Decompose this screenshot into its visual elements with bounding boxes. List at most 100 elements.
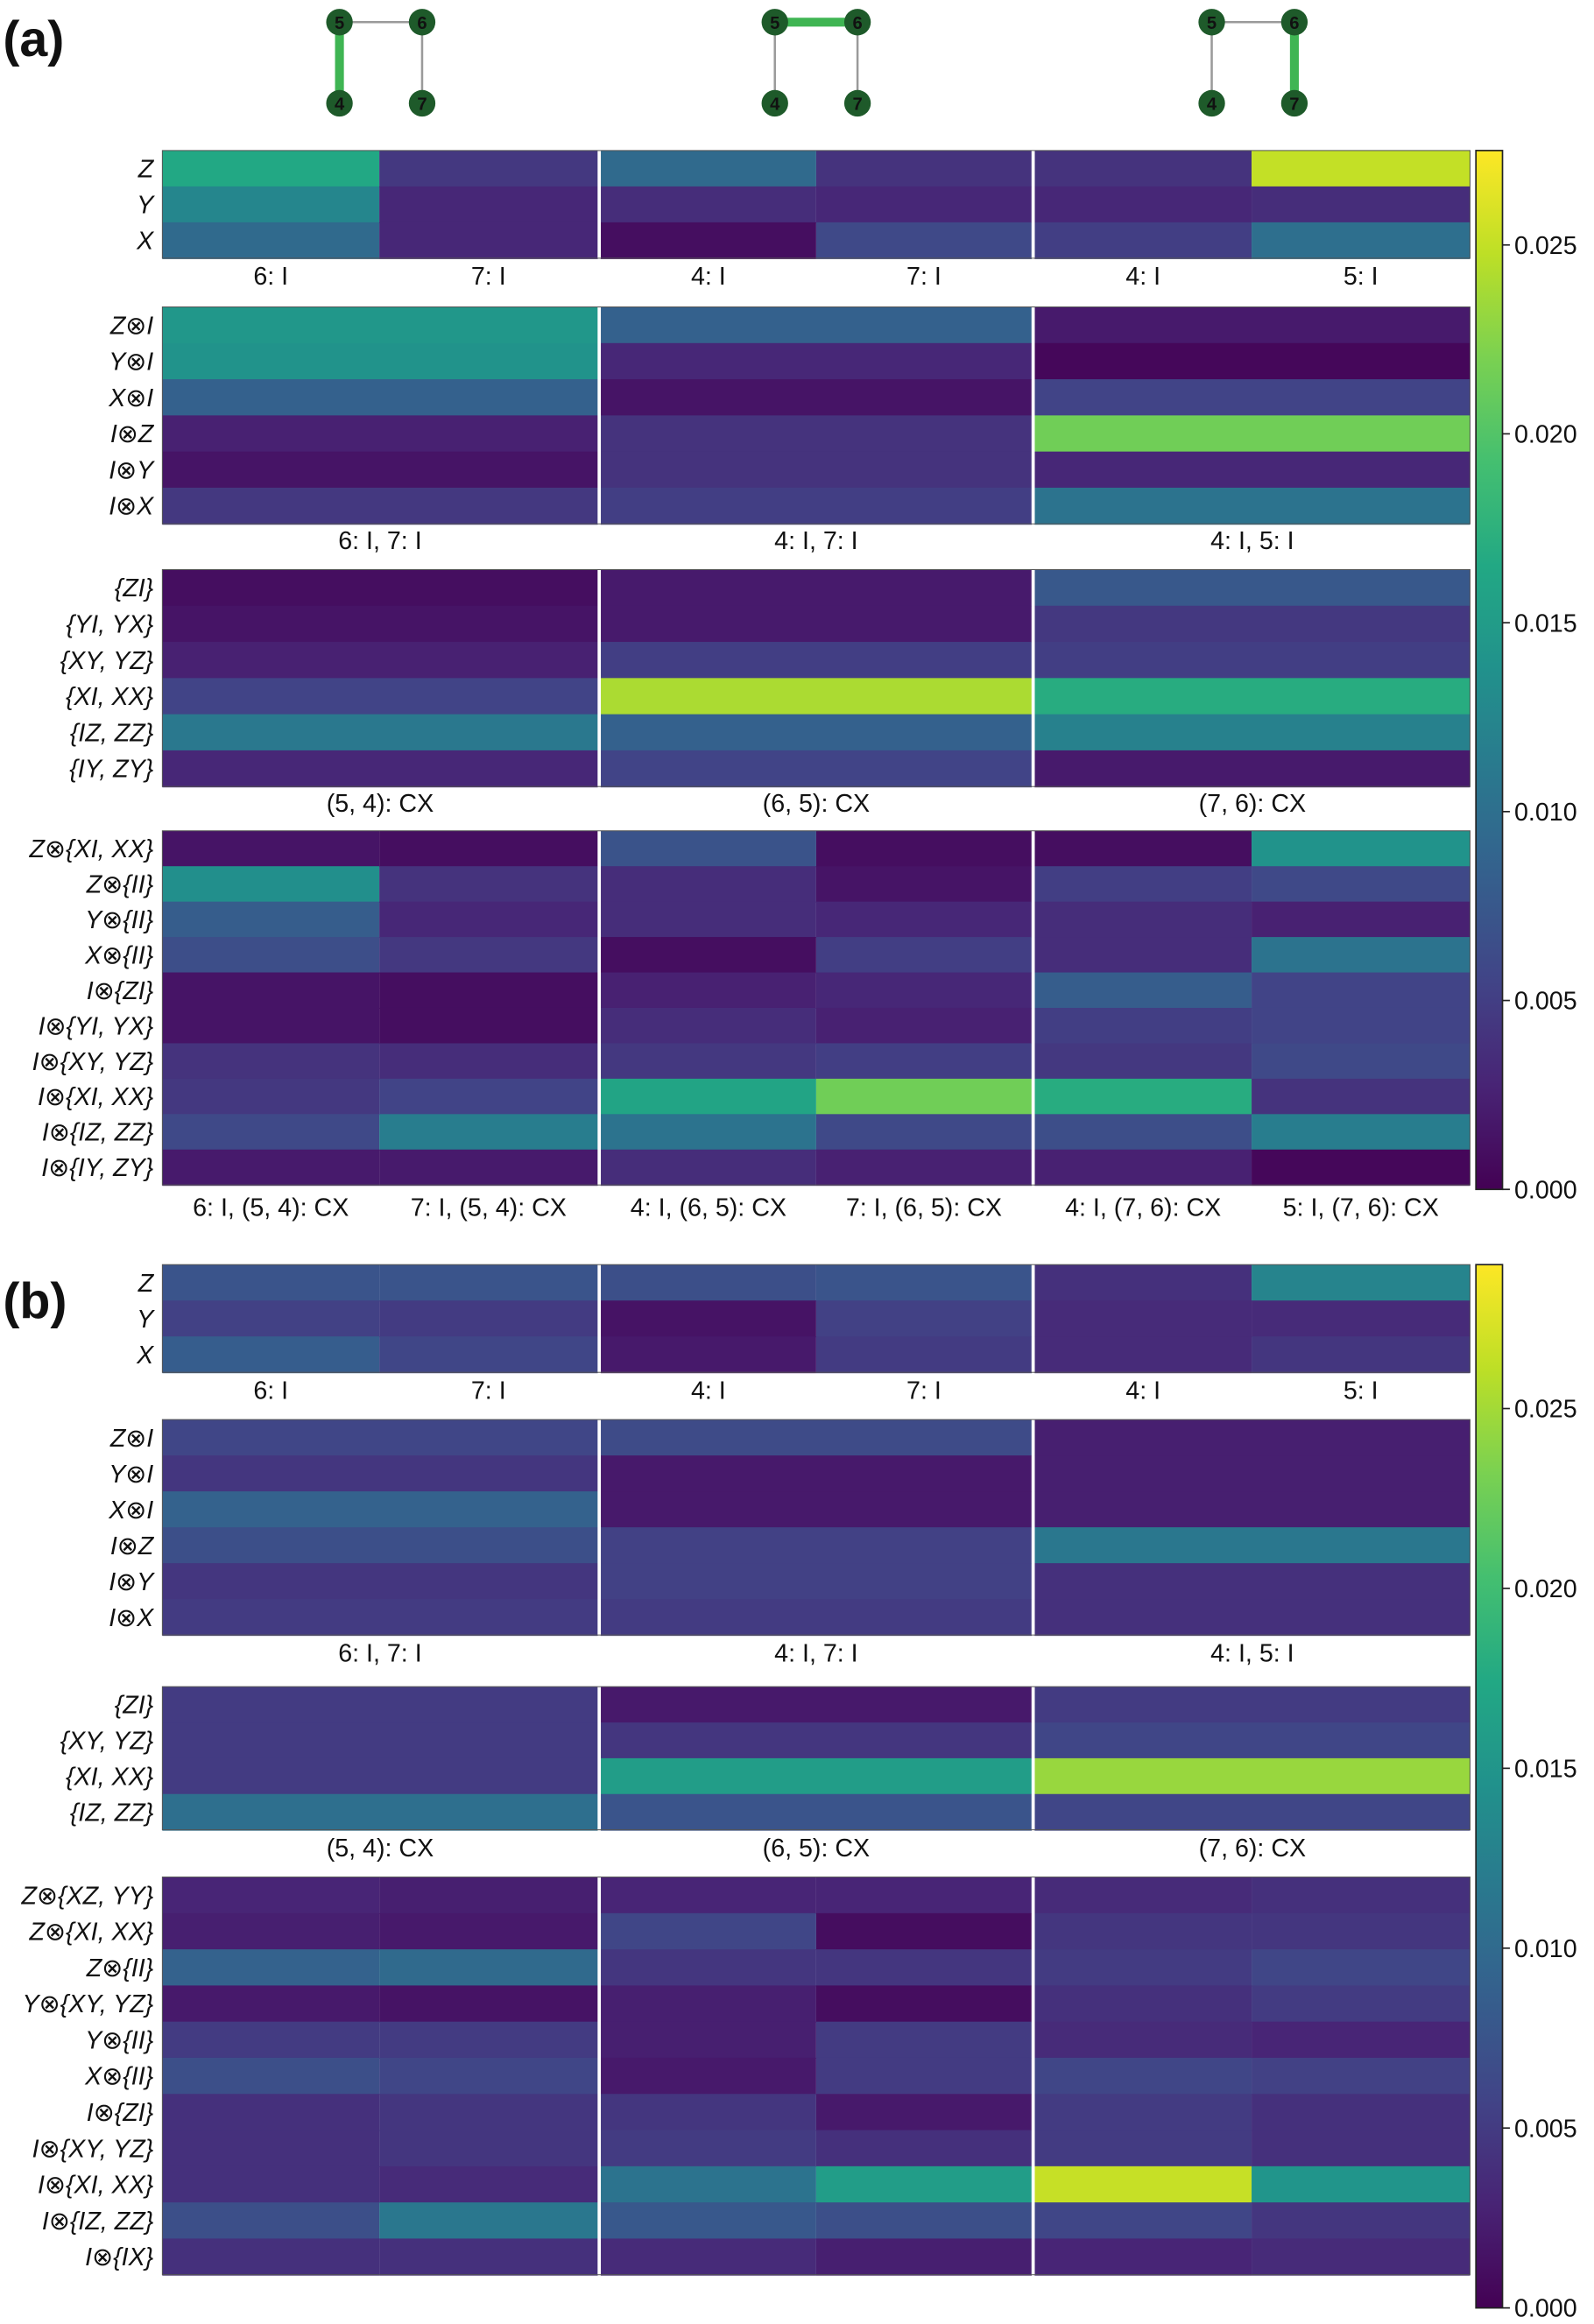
heatmap-cell	[600, 1419, 1032, 1457]
heatmap-group: ZYX 6: I 7: I 4: I 7: I 4: I 5: I	[136, 150, 1471, 291]
heatmap-cell	[1034, 2021, 1252, 2060]
heatmap-cell	[815, 2057, 1032, 2095]
heatmap-cell	[815, 2094, 1032, 2131]
heatmap-cell	[600, 487, 1032, 525]
heatmap-cell	[1034, 306, 1471, 344]
heatmap-cell	[162, 1985, 380, 2023]
heatmap-cell	[379, 830, 598, 868]
heatmap-cell	[1034, 1563, 1471, 1601]
heatmap-cell	[600, 1455, 1032, 1493]
heatmap-cell	[600, 2021, 816, 2060]
heatmap-cell	[1034, 1264, 1252, 1302]
heatmap-cell	[1034, 150, 1252, 187]
heatmap-frame	[161, 150, 1471, 259]
heatmap-cell	[1034, 1149, 1252, 1187]
topology-diagram: 5 6 4 7	[1198, 9, 1308, 117]
heatmap-cell	[1034, 642, 1471, 680]
column-label: 4: I	[1125, 263, 1160, 291]
heatmap-cell	[1034, 186, 1252, 223]
heatmap-frame	[161, 306, 1471, 525]
heatmap-cell	[815, 2021, 1032, 2060]
heatmap-group: ZYX 6: I 7: I 4: I 7: I 4: I 5: I	[136, 1264, 1471, 1405]
qubit-label: 5	[335, 14, 344, 33]
heatmap-cell	[162, 150, 380, 187]
heatmap-cell	[379, 1264, 598, 1302]
heatmap-cell	[162, 1563, 598, 1601]
heatmap-cell	[600, 937, 816, 974]
row-label: X	[136, 1342, 154, 1370]
heatmap-cell	[379, 1912, 598, 1951]
row-label: Z⊗{II}	[86, 871, 154, 899]
heatmap-frame	[161, 1877, 1471, 2276]
colorbar-tick-label: 0.015	[1514, 1755, 1577, 1783]
heatmap-cell	[1034, 1722, 1471, 1759]
heatmap-cell	[162, 1912, 380, 1951]
heatmap-cell	[379, 222, 598, 259]
column-label: 7: I	[471, 263, 506, 291]
heatmap-cell	[1034, 342, 1471, 381]
row-label: {XI, XX}	[66, 683, 154, 711]
row-label: Z⊗I	[109, 1425, 153, 1453]
heatmap-cell	[162, 1078, 380, 1116]
heatmap-cell	[815, 2130, 1032, 2167]
heatmap-cell	[600, 972, 816, 1009]
heatmap-cell	[600, 2202, 816, 2240]
qubit-node	[408, 89, 436, 117]
heatmap-cell	[1252, 1985, 1471, 2023]
heatmap-cell	[600, 186, 816, 223]
colorbar-tick-label: 0.020	[1514, 1575, 1577, 1603]
topology-diagram: 5 6 4 7	[326, 9, 436, 117]
column-label: 4: I, 5: I	[1210, 1640, 1294, 1668]
column-label: 4: I, (6, 5): CX	[631, 1194, 786, 1222]
column-label: 4: I, 7: I	[774, 527, 857, 555]
column-label: (7, 6): CX	[1199, 790, 1306, 818]
heatmap-cell	[162, 1300, 380, 1338]
heatmap-cell	[815, 2202, 1032, 2240]
heatmap-cell	[600, 714, 1032, 751]
heatmap-cell	[1034, 972, 1252, 1009]
heatmap-cell	[162, 1757, 598, 1795]
heatmap-cell	[1034, 1419, 1471, 1457]
row-label: I⊗Y	[109, 1568, 155, 1596]
heatmap-cell	[600, 1985, 816, 2023]
heatmap-cell	[600, 2238, 816, 2276]
qubit-node	[761, 9, 788, 36]
colorbar-tick-label: 0.000	[1514, 1176, 1577, 1204]
heatmap-cell	[600, 866, 816, 903]
column-label: 4: I, 7: I	[774, 1640, 857, 1668]
qubit-label: 5	[770, 14, 779, 33]
column-label: 5: I	[1344, 1377, 1379, 1405]
heatmap-cell	[1034, 1912, 1252, 1951]
qubit-label: 7	[852, 95, 862, 115]
colorbar-tick-label: 0.015	[1514, 609, 1577, 637]
heatmap-cell	[815, 1949, 1032, 1987]
heatmap-cell	[815, 1985, 1032, 2023]
heatmap-cell	[162, 379, 598, 417]
heatmap-cell	[162, 2021, 380, 2060]
column-label: 4: I, (7, 6): CX	[1065, 1194, 1221, 1222]
heatmap-cell	[600, 1722, 1032, 1759]
heatmap-cell	[162, 642, 598, 680]
row-label: I⊗{XY, YZ}	[32, 1048, 154, 1076]
colorbar-tick-label: 0.005	[1514, 2115, 1577, 2143]
row-label: I⊗{YI, YX}	[39, 1012, 154, 1040]
heatmap-cell	[815, 222, 1032, 259]
heatmap-cell	[379, 2202, 598, 2240]
heatmap-cell	[379, 1985, 598, 2023]
heatmap-cell	[1252, 222, 1471, 259]
column-label: 5: I, (7, 6): CX	[1283, 1194, 1439, 1222]
column-label: 7: I, (6, 5): CX	[846, 1194, 1002, 1222]
heatmap-cell	[600, 2057, 816, 2095]
qubit-label: 7	[1289, 95, 1299, 115]
heatmap-cell	[600, 1114, 816, 1151]
heatmap-cell	[1252, 150, 1471, 187]
qubit-label: 6	[852, 14, 862, 33]
heatmap-frame	[161, 568, 1471, 787]
colorbar-tick-label: 0.000	[1514, 2295, 1577, 2323]
heatmap-cell	[815, 2166, 1032, 2204]
row-label: {IZ, ZZ}	[70, 719, 154, 747]
row-label: I⊗{XI, XX}	[38, 2172, 154, 2200]
heatmap-cell	[815, 901, 1032, 939]
heatmap-cell	[162, 1491, 598, 1529]
column-label: 6: I	[253, 263, 288, 291]
